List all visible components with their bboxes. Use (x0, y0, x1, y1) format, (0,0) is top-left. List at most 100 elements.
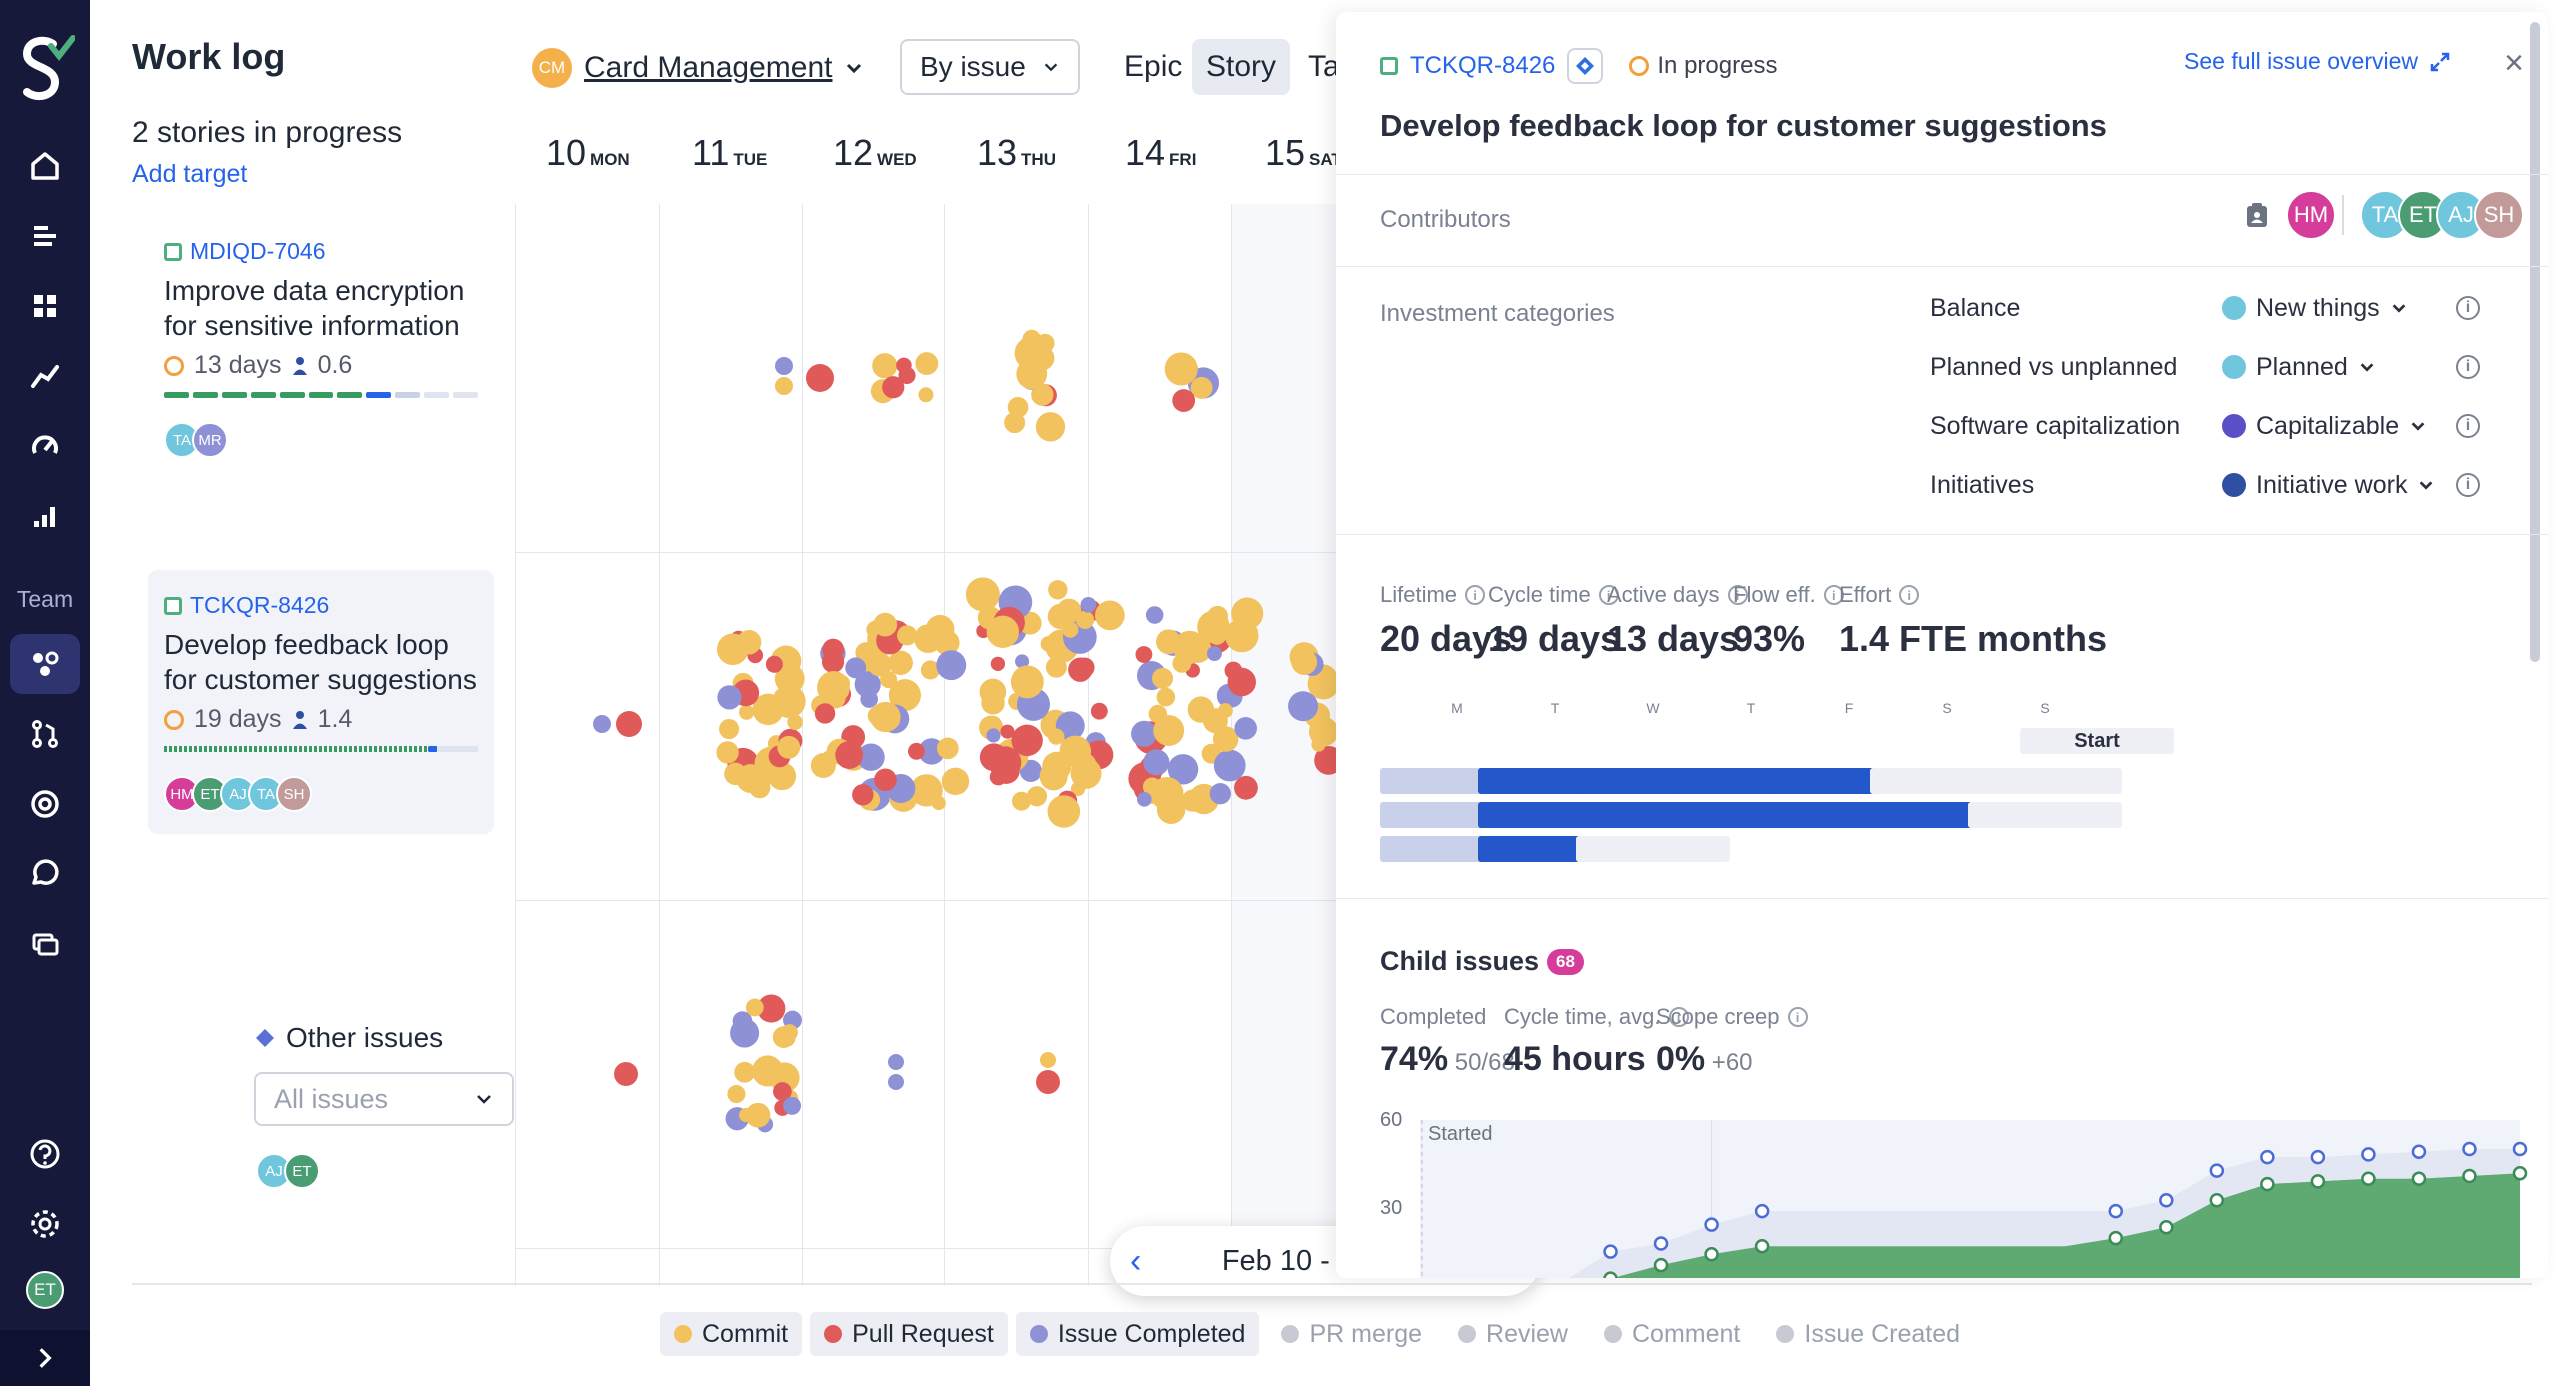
activity-dot[interactable] (988, 746, 1022, 779)
activity-dot[interactable] (1143, 749, 1170, 776)
info-icon[interactable]: i (2456, 296, 2480, 320)
group-by-select[interactable]: By issue (900, 39, 1080, 95)
activity-dot[interactable] (1291, 648, 1318, 675)
activity-dot[interactable] (739, 1107, 754, 1123)
completed-point[interactable] (2108, 1230, 2124, 1246)
activity-dot[interactable] (1152, 667, 1174, 689)
info-icon[interactable]: i (2456, 355, 2480, 379)
scope-point[interactable] (1704, 1217, 1719, 1232)
activity-dot[interactable] (616, 711, 642, 737)
speed-icon[interactable] (10, 416, 80, 476)
activity-dot[interactable] (1206, 646, 1222, 662)
activity-dot[interactable] (614, 1062, 638, 1086)
activity-dot[interactable] (965, 577, 1000, 612)
add-target-link[interactable]: Add target (132, 160, 248, 188)
activity-dot[interactable] (1019, 759, 1042, 783)
activity-dot[interactable] (1074, 753, 1097, 776)
cards-icon[interactable] (10, 914, 80, 974)
activity-dot[interactable] (920, 660, 940, 680)
activity-dot[interactable] (1036, 1070, 1060, 1094)
activity-dot[interactable] (873, 612, 898, 637)
activity-dot[interactable] (1167, 754, 1199, 785)
activity-dot[interactable] (1311, 737, 1326, 752)
completed-point[interactable] (2411, 1171, 2427, 1186)
activity-dot[interactable] (845, 657, 867, 679)
activity-dot[interactable] (888, 1074, 904, 1090)
activity-dot[interactable] (1145, 606, 1164, 624)
activity-dot[interactable] (1131, 720, 1158, 747)
scope-point[interactable] (1603, 1244, 1618, 1259)
activity-dot[interactable] (1213, 749, 1246, 782)
activity-dot[interactable] (1156, 687, 1176, 707)
activity-dot[interactable] (1018, 611, 1042, 635)
avatar[interactable]: HM (2286, 190, 2336, 240)
story-key[interactable]: TCKQR-8426 (190, 592, 330, 618)
activity-dot[interactable] (1026, 786, 1048, 807)
activity-dot[interactable] (915, 352, 939, 376)
activity-dot[interactable] (1184, 635, 1212, 663)
completed-point[interactable] (1754, 1238, 1770, 1254)
activity-dot[interactable] (773, 1082, 792, 1101)
scope-point[interactable] (1653, 1236, 1669, 1251)
project-selector[interactable]: CM Card Management (532, 48, 864, 88)
activity-dot[interactable] (739, 704, 755, 720)
activity-dot[interactable] (870, 701, 901, 733)
activity-dot[interactable] (981, 691, 1005, 715)
scope-point[interactable] (2260, 1149, 2275, 1165)
activity-dot[interactable] (772, 684, 806, 719)
activity-dot[interactable] (897, 625, 918, 646)
chat-icon[interactable] (10, 844, 80, 904)
activity-dot[interactable] (810, 753, 836, 779)
activity-dot[interactable] (1045, 656, 1067, 678)
activity-dot[interactable] (593, 715, 611, 733)
scope-point[interactable] (2108, 1203, 2124, 1219)
activity-dot[interactable] (1031, 383, 1054, 406)
activity-dot[interactable] (941, 767, 970, 796)
info-icon[interactable]: i (1727, 585, 1748, 605)
info-icon[interactable]: i (2456, 414, 2480, 438)
activity-dot[interactable] (1212, 726, 1239, 752)
activity-dot[interactable] (724, 762, 747, 786)
activity-dot[interactable] (719, 719, 740, 740)
activity-dot[interactable] (936, 650, 967, 681)
activity-dot[interactable] (986, 728, 1001, 743)
completed-point[interactable] (1704, 1247, 1719, 1262)
activity-dot[interactable] (783, 1096, 802, 1115)
avatar[interactable]: TA (2360, 190, 2410, 240)
activity-dot[interactable] (736, 629, 762, 655)
completed-point[interactable] (2462, 1168, 2477, 1184)
dashboard-icon[interactable] (10, 276, 80, 336)
activity-dot[interactable] (936, 737, 959, 760)
activity-dot[interactable] (1164, 352, 1198, 386)
activity-dot[interactable] (748, 776, 771, 799)
story-card-selected[interactable]: TCKQR-8426 Develop feedback loop for cus… (148, 570, 494, 834)
activity-dot[interactable] (1039, 762, 1068, 791)
activity-dot[interactable] (986, 615, 1020, 649)
scope-point[interactable] (2159, 1193, 2174, 1208)
activity-dot[interactable] (1040, 1052, 1056, 1068)
child-issues-chart[interactable]: Started 60 30 (1380, 1102, 2530, 1278)
legend-item[interactable]: Issue Created (1762, 1312, 1974, 1356)
activity-dot[interactable] (752, 1055, 784, 1087)
scope-point[interactable] (2209, 1163, 2225, 1178)
project-name[interactable]: Card Management (584, 51, 833, 84)
activity-dot[interactable] (833, 674, 851, 692)
activity-dot[interactable] (1156, 629, 1181, 655)
trend-icon[interactable] (10, 346, 80, 406)
activity-dot[interactable] (814, 703, 836, 724)
activity-dot[interactable] (1153, 715, 1185, 746)
legend-item[interactable]: Comment (1590, 1312, 1754, 1356)
info-icon[interactable]: i (1899, 585, 1920, 605)
activity-dot[interactable] (765, 655, 783, 673)
activity-dot[interactable] (1056, 598, 1082, 624)
full-overview-link[interactable]: See full issue overview (2184, 48, 2452, 75)
scope-point[interactable] (2462, 1141, 2477, 1157)
issue-filter-select[interactable]: All issues (254, 1072, 514, 1126)
help-icon[interactable] (10, 1124, 80, 1184)
info-icon[interactable]: i (1465, 585, 1486, 605)
activity-dot[interactable] (1010, 665, 1044, 699)
activity-dot[interactable] (745, 998, 764, 1017)
activity-dot[interactable] (1015, 654, 1030, 669)
completed-point[interactable] (2260, 1176, 2275, 1192)
activity-dot[interactable] (1227, 667, 1256, 697)
